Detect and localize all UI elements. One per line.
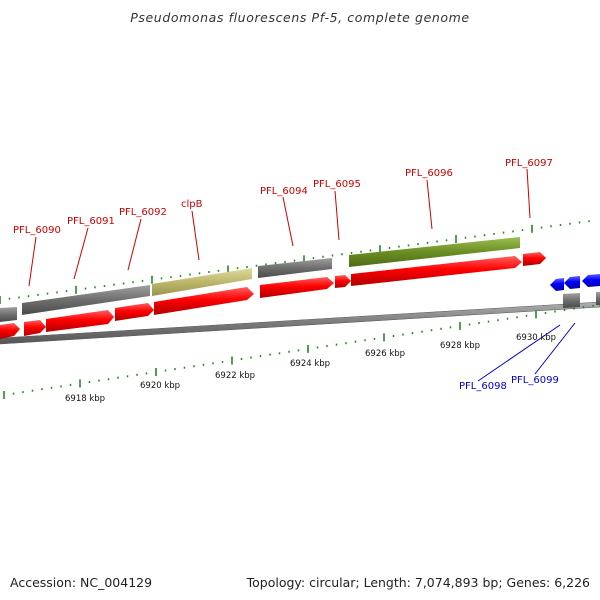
leader-pfl-6098 — [477, 324, 561, 382]
gene-label-pfl-6095[interactable]: PFL_6095 — [313, 179, 361, 190]
forward-gene-arrow[interactable] — [523, 252, 546, 266]
kbp-label: 6930 kbp — [516, 333, 556, 343]
leader-pfl-6096 — [426, 179, 433, 230]
upper-tick-dots — [0, 220, 590, 304]
gene-bar-pfl-6096[interactable] — [349, 237, 520, 267]
gene-label-pfl-6098[interactable]: PFL_6098 — [459, 381, 507, 392]
genome-backbone — [0, 301, 600, 345]
reverse-gene-arrow[interactable] — [582, 274, 600, 287]
upper-tick-track — [0, 220, 590, 304]
forward-gene-arrow[interactable] — [335, 275, 351, 288]
gene-bar-clpb[interactable] — [152, 268, 252, 296]
gene-label-pfl-6091[interactable]: PFL_6091 — [67, 216, 115, 227]
gene-label-clpb[interactable]: clpB — [181, 199, 203, 210]
lower-tick-track — [3, 304, 594, 399]
leader-clpb — [191, 210, 200, 261]
forward-gene-arrow[interactable] — [115, 303, 154, 321]
forward-gene-track — [0, 252, 546, 339]
gene-label-pfl-6092[interactable]: PFL_6092 — [119, 207, 167, 218]
gene-bar-pfl-6091[interactable] — [22, 285, 150, 315]
kbp-scale-labels: 6918 kbp 6920 kbp 6922 kbp 6924 kbp 6926… — [65, 333, 556, 404]
kbp-label: 6920 kbp — [140, 381, 180, 391]
gene-bar-pfl-6098[interactable] — [563, 293, 580, 308]
lower-tick-dots — [3, 304, 594, 399]
leader-pfl-6092 — [127, 218, 142, 271]
leader-pfl-6091 — [73, 227, 89, 280]
gene-label-pfl-6099[interactable]: PFL_6099 — [511, 375, 559, 386]
gene-label-pfl-6094[interactable]: PFL_6094 — [260, 186, 308, 197]
reverse-gene-arrow[interactable] — [550, 278, 564, 291]
feature-track — [0, 237, 520, 322]
reverse-gene-arrow[interactable] — [564, 276, 580, 289]
leader-pfl-6094 — [282, 196, 294, 247]
gene-bar-pfl-6090[interactable] — [0, 307, 17, 322]
leader-pfl-6097 — [526, 168, 531, 219]
forward-gene-arrow[interactable] — [154, 287, 254, 315]
kbp-label: 6926 kbp — [365, 349, 405, 359]
kbp-label: 6924 kbp — [290, 359, 330, 369]
kbp-label: 6918 kbp — [65, 394, 105, 404]
reverse-gene-track — [550, 274, 600, 308]
forward-gene-arrow[interactable] — [24, 320, 46, 336]
genome-summary-text: Topology: circular; Length: 7,074,893 bp… — [246, 575, 590, 590]
label-leader-lines — [28, 168, 576, 382]
map-title: Pseudomonas fluorescens Pf-5, complete g… — [130, 10, 470, 25]
gene-label-pfl-6090[interactable]: PFL_6090 — [13, 225, 61, 236]
gene-bar-edge[interactable] — [596, 292, 600, 305]
forward-gene-arrow[interactable] — [0, 323, 20, 339]
gene-label-pfl-6096[interactable]: PFL_6096 — [405, 168, 453, 179]
accession-text: Accession: NC_004129 — [10, 575, 153, 590]
leader-pfl-6099 — [534, 322, 576, 375]
leader-pfl-6095 — [334, 190, 340, 241]
kbp-label: 6922 kbp — [215, 371, 255, 381]
forward-gene-arrow[interactable] — [46, 310, 114, 332]
gene-bar-pfl-6094[interactable] — [258, 258, 332, 278]
gene-label-pfl-6097[interactable]: PFL_6097 — [505, 158, 553, 169]
gene-labels: PFL_6090 PFL_6091 PFL_6092 clpB PFL_6094… — [13, 158, 559, 392]
leader-pfl-6090 — [28, 236, 37, 287]
forward-gene-arrow[interactable] — [351, 256, 522, 286]
kbp-label: 6928 kbp — [440, 341, 480, 351]
forward-gene-arrow[interactable] — [260, 277, 334, 298]
